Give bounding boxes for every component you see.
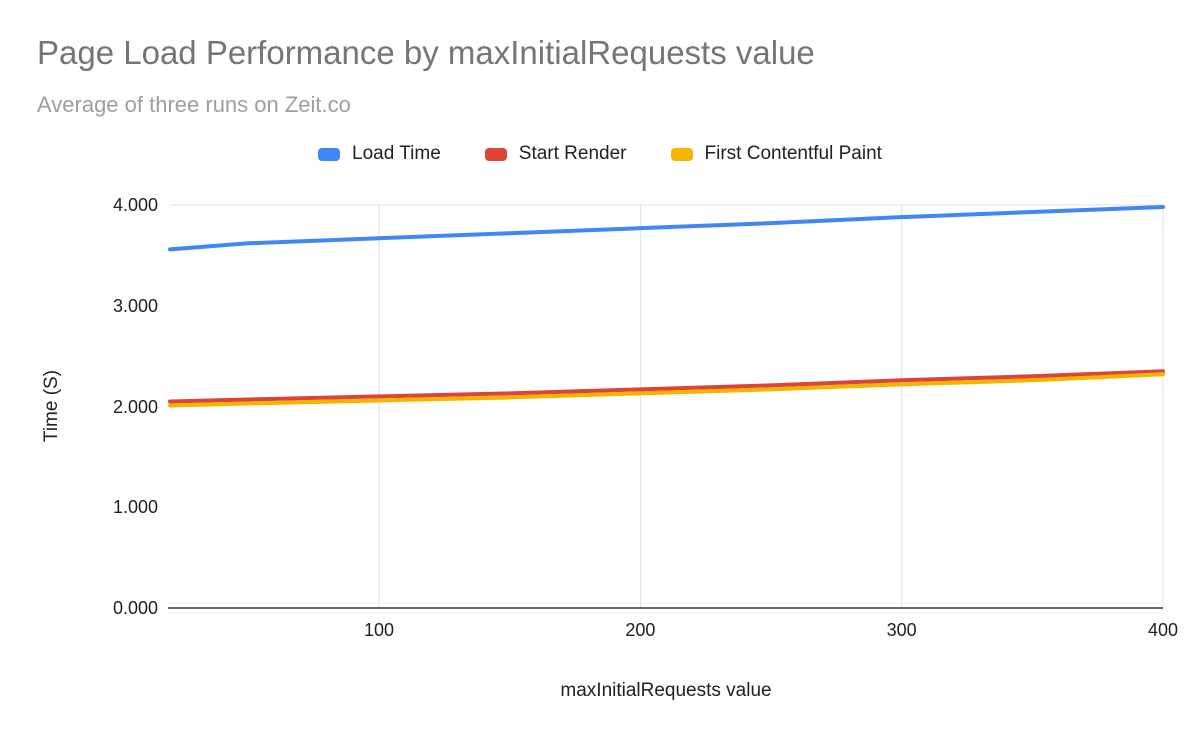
- x-tick-label-100: 100: [364, 620, 395, 640]
- chart-subtitle: Average of three runs on Zeit.co: [37, 92, 351, 117]
- legend-swatch-load-time: [318, 147, 341, 161]
- x-tick-label-300: 300: [886, 620, 917, 640]
- y-tick-label-0.000: 0.000: [112, 598, 158, 618]
- chart-title: Page Load Performance by maxInitialReque…: [37, 34, 815, 71]
- legend: Load Time Start Render First Contentful …: [0, 143, 1200, 165]
- y-tick-label-3.000: 3.000: [112, 295, 158, 316]
- y-tick-label-4.000: 4.000: [112, 195, 158, 215]
- legend-swatch-start-render: [484, 147, 507, 161]
- legend-item-load-time[interactable]: Load Time: [318, 143, 441, 165]
- y-tick-label-1.000: 1.000: [112, 497, 158, 518]
- x-axis-title: maxInitialRequests value: [560, 680, 772, 701]
- legend-swatch-first-contentful-paint: [670, 147, 693, 161]
- x-tick-label-200: 200: [625, 620, 656, 640]
- x-tick-label-400: 400: [1147, 620, 1179, 640]
- y-tick-label-2.000: 2.000: [112, 396, 158, 417]
- legend-label-start-render: Start Render: [518, 143, 627, 164]
- legend-label-load-time: Load Time: [352, 143, 441, 164]
- series-line-load-time: [168, 205, 1165, 252]
- y-axis-title: Time (S): [41, 369, 62, 443]
- series-line-first-contentful-paint: [168, 372, 1165, 408]
- legend-item-first-contentful-paint[interactable]: First Contentful Paint: [670, 143, 882, 165]
- legend-item-start-render[interactable]: Start Render: [484, 143, 627, 165]
- series-line-start-render: [168, 369, 1165, 404]
- legend-label-first-contentful-paint: First Contentful Paint: [704, 143, 882, 164]
